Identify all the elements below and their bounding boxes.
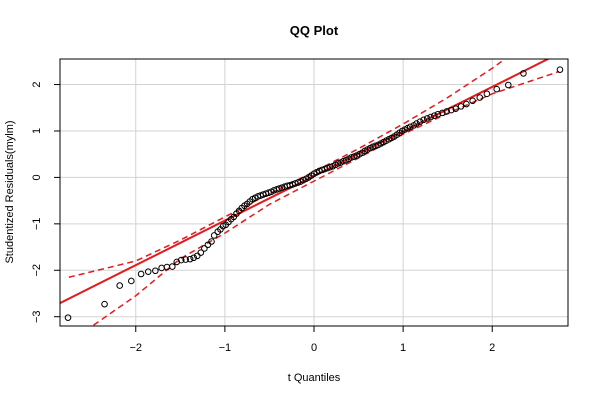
data-point [447, 106, 455, 114]
data-point [520, 70, 527, 77]
data-point [186, 255, 194, 263]
data-point [439, 109, 446, 117]
data-point [210, 232, 218, 239]
x-axis-label: t Quantiles [288, 372, 341, 384]
x-tick-label: −2 [129, 342, 142, 354]
data-point [127, 277, 135, 285]
chart-title: QQ Plot [290, 23, 339, 38]
data-points [64, 66, 564, 321]
data-point [431, 112, 438, 119]
data-point [168, 263, 176, 270]
data-point [406, 123, 414, 131]
data-point [193, 252, 201, 260]
data-point [443, 108, 451, 115]
data-point [152, 267, 159, 275]
confidence-envelope [68, 59, 560, 326]
data-point [190, 254, 197, 262]
y-tick-label: 0 [31, 174, 43, 180]
y-axis: −3 −2 −1 0 1 2 [31, 81, 60, 323]
y-tick-label: −2 [31, 264, 43, 277]
data-point [101, 300, 108, 308]
y-tick-label: 1 [31, 128, 43, 134]
grid-lines [60, 59, 568, 326]
envelope-lower-line [90, 70, 560, 326]
x-tick-label: 0 [311, 342, 317, 354]
data-point [452, 105, 460, 112]
data-point [144, 268, 152, 275]
data-point [427, 113, 435, 121]
data-point [137, 270, 145, 278]
data-point [493, 85, 501, 93]
data-point [476, 94, 484, 101]
data-point [116, 282, 124, 289]
data-point [177, 256, 185, 264]
y-tick-label: −3 [31, 310, 43, 323]
x-tick-label: 1 [400, 342, 406, 354]
data-point [469, 97, 476, 105]
data-point [463, 100, 470, 108]
data-point [457, 103, 465, 110]
data-point [208, 238, 215, 245]
y-tick-label: −1 [31, 218, 43, 231]
data-point [197, 249, 205, 256]
envelope-upper-line [68, 59, 507, 278]
data-point [182, 256, 189, 263]
x-axis: −2 −1 0 1 2 [129, 326, 495, 354]
data-point [416, 118, 424, 125]
x-tick-label: −1 [219, 342, 232, 354]
data-point [556, 66, 564, 73]
data-point [434, 110, 442, 118]
data-point [423, 115, 431, 122]
data-point [413, 120, 420, 127]
data-point [204, 241, 212, 249]
data-point [483, 90, 491, 98]
y-axis-label: Studentized Residuals(mylm) [4, 120, 16, 263]
data-point [201, 245, 208, 252]
data-point [420, 116, 427, 124]
data-point [64, 314, 72, 321]
y-tick-label: 2 [31, 81, 43, 87]
data-point [504, 81, 512, 89]
x-tick-label: 2 [489, 342, 495, 354]
